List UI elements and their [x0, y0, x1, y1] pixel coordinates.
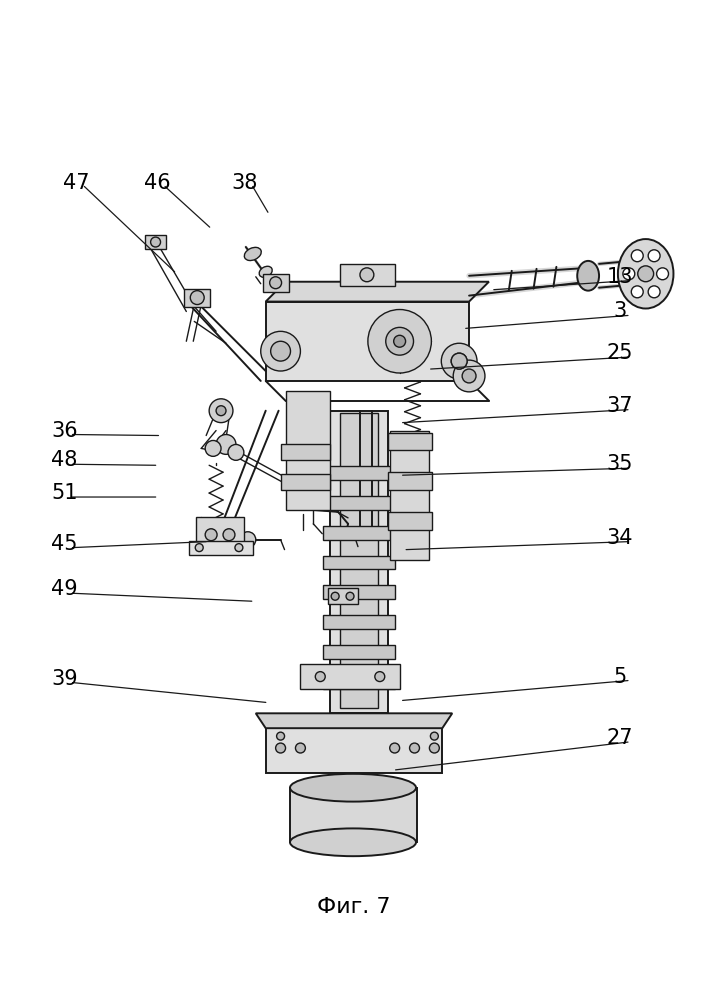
Text: 34: 34	[607, 528, 633, 548]
Bar	[323, 585, 395, 599]
Bar	[281, 474, 330, 490]
Circle shape	[631, 286, 643, 298]
Bar	[328, 588, 358, 604]
Circle shape	[390, 743, 399, 753]
Bar	[390, 431, 429, 560]
Text: 47: 47	[63, 173, 90, 193]
Circle shape	[451, 353, 467, 369]
Bar	[387, 472, 433, 490]
Bar	[263, 274, 288, 292]
Circle shape	[623, 268, 635, 280]
Text: 27: 27	[607, 728, 633, 748]
Circle shape	[360, 268, 374, 282]
Circle shape	[296, 743, 305, 753]
Circle shape	[331, 592, 339, 600]
Circle shape	[451, 353, 467, 369]
Bar	[300, 664, 399, 689]
Ellipse shape	[245, 247, 262, 261]
Text: Фиг. 7: Фиг. 7	[317, 897, 390, 917]
Bar	[330, 411, 387, 713]
Circle shape	[228, 444, 244, 460]
Text: 25: 25	[607, 343, 633, 363]
Text: 45: 45	[51, 534, 78, 554]
Circle shape	[195, 544, 203, 552]
Circle shape	[276, 743, 286, 753]
Ellipse shape	[259, 266, 272, 277]
Circle shape	[205, 440, 221, 456]
Text: 46: 46	[144, 173, 170, 193]
Bar	[266, 302, 469, 381]
Bar	[397, 335, 423, 347]
Circle shape	[235, 544, 243, 552]
Circle shape	[368, 310, 431, 373]
Circle shape	[276, 732, 284, 740]
Ellipse shape	[618, 239, 674, 309]
Text: 48: 48	[52, 450, 78, 470]
Bar	[145, 235, 166, 249]
Text: 38: 38	[232, 173, 258, 193]
Circle shape	[271, 341, 291, 361]
Circle shape	[269, 277, 281, 289]
Bar	[323, 496, 395, 510]
Text: 13: 13	[607, 267, 633, 287]
Circle shape	[346, 592, 354, 600]
Circle shape	[409, 743, 419, 753]
Bar	[323, 556, 395, 569]
Text: 49: 49	[51, 579, 78, 599]
Circle shape	[223, 529, 235, 541]
Bar	[387, 433, 433, 450]
Bar	[281, 444, 330, 460]
Text: 35: 35	[607, 454, 633, 474]
Bar	[340, 413, 378, 708]
Bar	[266, 728, 443, 773]
Circle shape	[453, 360, 485, 392]
Bar	[340, 264, 395, 286]
Circle shape	[648, 286, 660, 298]
Circle shape	[315, 672, 325, 682]
Circle shape	[209, 399, 233, 423]
Circle shape	[216, 435, 236, 454]
Circle shape	[462, 369, 476, 383]
Bar	[286, 391, 330, 510]
Bar	[185, 289, 210, 307]
Text: 3: 3	[614, 301, 626, 321]
Text: 36: 36	[51, 421, 78, 441]
Bar	[387, 512, 433, 530]
Bar	[323, 675, 395, 689]
Circle shape	[386, 327, 414, 355]
Circle shape	[441, 343, 477, 379]
Circle shape	[205, 529, 217, 541]
Polygon shape	[256, 713, 452, 728]
Ellipse shape	[290, 774, 416, 802]
Circle shape	[240, 532, 256, 548]
Circle shape	[216, 406, 226, 416]
Circle shape	[394, 335, 406, 347]
Polygon shape	[266, 282, 489, 302]
Bar	[189, 541, 253, 555]
Circle shape	[648, 250, 660, 262]
Bar	[323, 615, 395, 629]
Text: 37: 37	[607, 396, 633, 416]
Ellipse shape	[577, 261, 599, 291]
Bar	[323, 526, 395, 540]
Circle shape	[431, 732, 438, 740]
Circle shape	[657, 268, 669, 280]
Bar	[323, 466, 395, 480]
Text: 51: 51	[51, 483, 78, 503]
Bar	[291, 788, 416, 842]
Bar	[323, 645, 395, 659]
Circle shape	[190, 291, 204, 305]
Bar	[197, 517, 244, 545]
Circle shape	[375, 672, 385, 682]
Circle shape	[631, 250, 643, 262]
Circle shape	[429, 743, 439, 753]
Circle shape	[638, 266, 654, 282]
Text: 5: 5	[614, 667, 626, 687]
Circle shape	[261, 331, 300, 371]
Ellipse shape	[290, 828, 416, 856]
Circle shape	[151, 237, 160, 247]
Text: 39: 39	[51, 669, 78, 689]
